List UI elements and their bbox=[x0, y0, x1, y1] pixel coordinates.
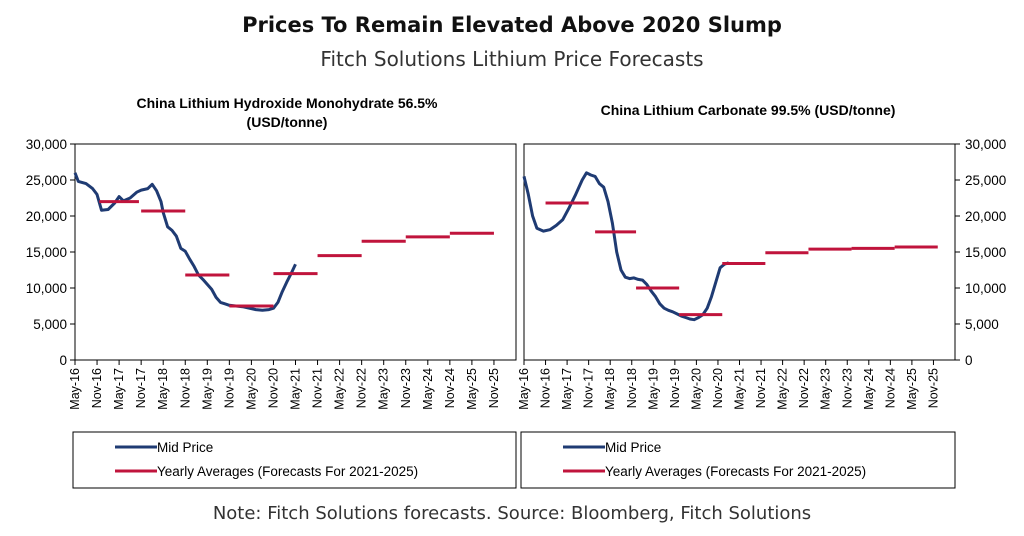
y-tick-label: 20,000 bbox=[965, 209, 1006, 224]
x-tick-label: Nov-23 bbox=[840, 368, 854, 408]
plot-area bbox=[523, 143, 956, 361]
y-tick-label: 30,000 bbox=[965, 137, 1006, 152]
y-tick-label: 30,000 bbox=[26, 137, 67, 152]
legend-yearly-averages-label: Yearly Averages (Forecasts For 2021-2025… bbox=[157, 464, 418, 479]
x-tick-label: May-20 bbox=[244, 368, 258, 410]
page-title: Prices To Remain Elevated Above 2020 Slu… bbox=[242, 13, 782, 37]
legend-mid-price-label: Mid Price bbox=[605, 440, 661, 455]
x-tick-label: Nov-20 bbox=[711, 368, 725, 408]
x-tick-label: May-17 bbox=[560, 368, 574, 410]
x-tick-label: May-24 bbox=[421, 368, 435, 410]
x-tick-label: May-20 bbox=[689, 368, 703, 410]
x-tick-label: Nov-18 bbox=[625, 368, 639, 408]
legend-box bbox=[520, 431, 956, 489]
x-tick-label: Nov-20 bbox=[266, 368, 280, 408]
source-note: Note: Fitch Solutions forecasts. Source:… bbox=[212, 503, 812, 524]
y-tick-label: 5,000 bbox=[965, 317, 999, 332]
x-tick-label: May-17 bbox=[112, 368, 126, 410]
x-tick-label: Nov-17 bbox=[582, 368, 596, 408]
x-tick-label: Nov-24 bbox=[883, 368, 897, 408]
x-tick-label: May-19 bbox=[200, 368, 214, 410]
mid-price-line bbox=[73, 172, 297, 312]
x-tick-label: Nov-17 bbox=[134, 368, 148, 408]
x-tick-label: May-24 bbox=[862, 368, 876, 410]
x-tick-label: Nov-16 bbox=[90, 368, 104, 408]
y-tick-label: 10,000 bbox=[965, 281, 1006, 296]
x-tick-label: Nov-22 bbox=[797, 368, 811, 408]
y-tick-label: 10,000 bbox=[26, 281, 67, 296]
chart-title-line: China Lithium Carbonate 99.5% (USD/tonne… bbox=[601, 102, 896, 118]
x-tick-label: May-21 bbox=[289, 368, 303, 410]
y-tick-label: 15,000 bbox=[965, 245, 1006, 260]
x-tick-label: May-23 bbox=[377, 368, 391, 410]
chart-title-line: (USD/tonne) bbox=[247, 114, 328, 130]
x-tick-label: Nov-25 bbox=[487, 368, 501, 408]
plot-area bbox=[74, 143, 517, 361]
y-tick-label: 15,000 bbox=[26, 245, 67, 260]
x-tick-label: May-19 bbox=[646, 368, 660, 410]
x-tick-label: May-22 bbox=[333, 368, 347, 410]
x-tick-label: May-25 bbox=[465, 368, 479, 410]
y-tick-label: 0 bbox=[59, 353, 67, 368]
x-tick-label: Nov-23 bbox=[399, 368, 413, 408]
x-tick-label: May-23 bbox=[819, 368, 833, 410]
y-tick-label: 25,000 bbox=[965, 173, 1006, 188]
x-tick-label: Nov-18 bbox=[178, 368, 192, 408]
x-tick-label: Nov-25 bbox=[926, 368, 940, 408]
x-tick-label: Nov-21 bbox=[754, 368, 768, 408]
page-subtitle: Fitch Solutions Lithium Price Forecasts bbox=[320, 47, 704, 71]
legend-box bbox=[72, 431, 517, 489]
y-tick-label: 0 bbox=[965, 353, 973, 368]
x-tick-label: Nov-19 bbox=[668, 368, 682, 408]
y-tick-label: 25,000 bbox=[26, 173, 67, 188]
legend-yearly-averages-label: Yearly Averages (Forecasts For 2021-2025… bbox=[605, 464, 866, 479]
chart-title-line: China Lithium Hydroxide Monohydrate 56.5… bbox=[136, 95, 438, 111]
legend-mid-price-label: Mid Price bbox=[157, 440, 213, 455]
x-tick-label: May-16 bbox=[517, 368, 531, 410]
x-tick-label: May-25 bbox=[905, 368, 919, 410]
x-tick-label: Nov-16 bbox=[539, 368, 553, 408]
x-tick-label: Nov-24 bbox=[443, 368, 457, 408]
x-tick-label: May-18 bbox=[603, 368, 617, 410]
y-tick-label: 20,000 bbox=[26, 209, 67, 224]
x-tick-label: Nov-22 bbox=[355, 368, 369, 408]
x-tick-label: May-22 bbox=[776, 368, 790, 410]
x-tick-label: May-21 bbox=[733, 368, 747, 410]
y-tick-label: 5,000 bbox=[33, 317, 67, 332]
x-tick-label: Nov-19 bbox=[222, 368, 236, 408]
x-tick-label: May-16 bbox=[68, 368, 82, 410]
mid-price-line bbox=[522, 171, 730, 322]
x-tick-label: May-18 bbox=[156, 368, 170, 410]
x-tick-label: Nov-21 bbox=[311, 368, 325, 408]
